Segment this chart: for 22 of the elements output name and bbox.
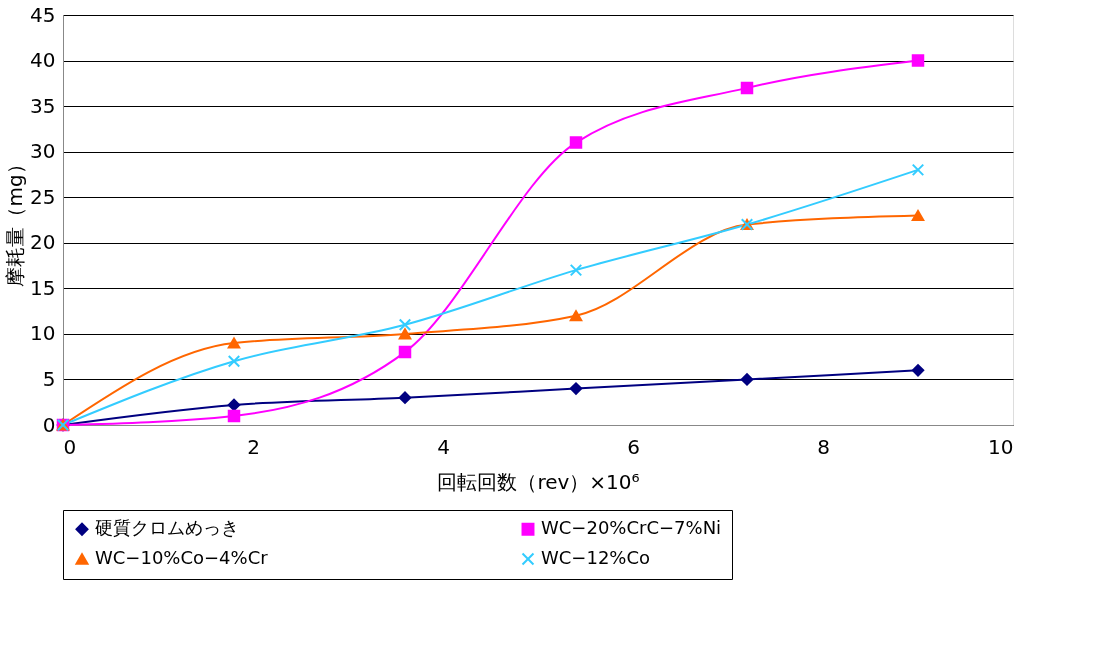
- y-tick-label: 20: [30, 230, 56, 255]
- y-tick-label: 45: [30, 2, 56, 27]
- y-tick-label: 40: [30, 48, 56, 73]
- x-tick-label: 10: [988, 434, 1014, 459]
- y-tick-label: 25: [30, 184, 56, 209]
- y-tick-label: 0: [42, 412, 56, 437]
- y-tick-label: 10: [30, 321, 56, 346]
- x-tick-label: 2: [247, 434, 260, 459]
- legend-label: 硬質クロムめっき: [95, 517, 239, 539]
- y-tick-label: 15: [30, 275, 56, 300]
- x-tick-label: 8: [817, 434, 830, 459]
- y-axis-title: 摩耗量（mg）: [3, 154, 28, 287]
- y-tick-label: 5: [42, 366, 56, 391]
- x-axis-title: 回転回数（rev）×10⁶: [437, 469, 640, 494]
- y-tick-label: 35: [30, 93, 56, 118]
- x-tick-label: 0: [63, 434, 77, 459]
- legend-label: WC−10%Co−4%Cr: [95, 547, 269, 568]
- x-tick-label: 6: [627, 434, 640, 459]
- x-tick-label: 4: [437, 434, 450, 459]
- legend-label: WC−20%CrC−7%Ni: [541, 517, 722, 539]
- y-tick-label: 30: [30, 139, 56, 164]
- legend-label: WC−12%Co: [541, 547, 651, 568]
